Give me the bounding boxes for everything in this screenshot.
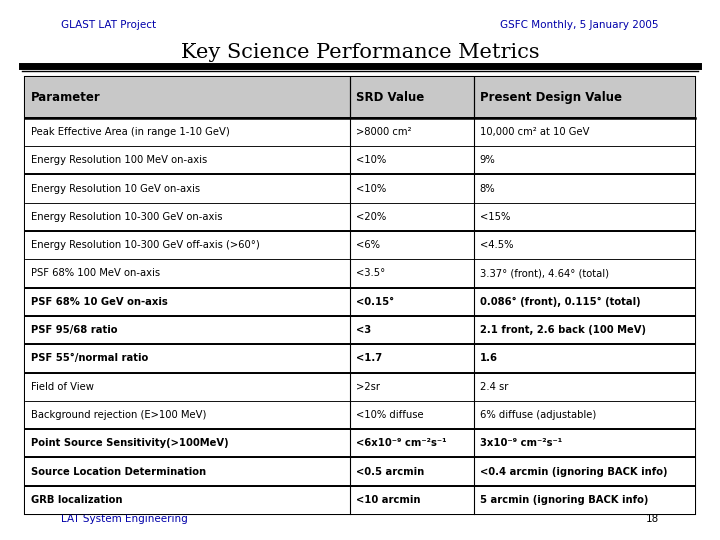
Text: GLAST LAT Project: GLAST LAT Project <box>61 20 156 30</box>
Text: 18: 18 <box>646 514 659 524</box>
Bar <box>350 77 474 118</box>
Bar <box>25 486 695 514</box>
Text: 0.086° (front), 0.115° (total): 0.086° (front), 0.115° (total) <box>480 296 640 307</box>
Bar <box>25 316 695 344</box>
Text: 6% diffuse (adjustable): 6% diffuse (adjustable) <box>480 410 596 420</box>
Text: Field of View: Field of View <box>31 382 94 392</box>
Text: <3: <3 <box>356 325 371 335</box>
Text: 3.37° (front), 4.64° (total): 3.37° (front), 4.64° (total) <box>480 268 608 279</box>
Bar <box>25 288 695 316</box>
Text: 8%: 8% <box>480 184 495 193</box>
Text: <20%: <20% <box>356 212 386 222</box>
Text: <6%: <6% <box>356 240 379 250</box>
Text: <10% diffuse: <10% diffuse <box>356 410 423 420</box>
Text: PSF 68% 100 MeV on-axis: PSF 68% 100 MeV on-axis <box>31 268 160 279</box>
Bar <box>25 457 695 486</box>
Text: Parameter: Parameter <box>31 91 101 104</box>
Text: 2.1 front, 2.6 back (100 MeV): 2.1 front, 2.6 back (100 MeV) <box>480 325 646 335</box>
Bar <box>25 231 695 259</box>
Text: <10%: <10% <box>356 155 386 165</box>
Text: <3.5°: <3.5° <box>356 268 385 279</box>
Bar <box>25 77 350 118</box>
Bar <box>25 259 695 288</box>
Bar <box>474 77 695 118</box>
Text: 2.4 sr: 2.4 sr <box>480 382 508 392</box>
Text: <6x10⁻⁹ cm⁻²s⁻¹: <6x10⁻⁹ cm⁻²s⁻¹ <box>356 438 446 448</box>
Text: <10%: <10% <box>356 184 386 193</box>
Text: Energy Resolution 10-300 GeV on-axis: Energy Resolution 10-300 GeV on-axis <box>31 212 222 222</box>
Text: PSF 95/68 ratio: PSF 95/68 ratio <box>31 325 117 335</box>
Text: 9%: 9% <box>480 155 495 165</box>
Text: Key Science Performance Metrics: Key Science Performance Metrics <box>181 43 539 62</box>
Text: 10,000 cm² at 10 GeV: 10,000 cm² at 10 GeV <box>480 127 589 137</box>
Text: 3x10⁻⁹ cm⁻²s⁻¹: 3x10⁻⁹ cm⁻²s⁻¹ <box>480 438 562 448</box>
Text: Point Source Sensitivity(>100MeV): Point Source Sensitivity(>100MeV) <box>31 438 228 448</box>
Bar <box>25 429 695 457</box>
Text: <0.15°: <0.15° <box>356 297 394 307</box>
Bar <box>25 77 695 514</box>
Text: >8000 cm²: >8000 cm² <box>356 127 411 137</box>
Text: <10 arcmin: <10 arcmin <box>356 495 420 505</box>
Text: <4.5%: <4.5% <box>480 240 513 250</box>
Text: 1.6: 1.6 <box>480 353 498 363</box>
Bar <box>25 202 695 231</box>
Text: PSF 55°/normal ratio: PSF 55°/normal ratio <box>31 353 148 363</box>
Bar <box>25 344 695 373</box>
Text: Source Location Determination: Source Location Determination <box>31 467 206 477</box>
Text: GSFC Monthly, 5 January 2005: GSFC Monthly, 5 January 2005 <box>500 20 659 30</box>
Text: LAT System Engineering: LAT System Engineering <box>61 514 188 524</box>
Bar <box>25 373 695 401</box>
Text: Present Design Value: Present Design Value <box>480 91 621 104</box>
Bar <box>25 174 695 202</box>
Text: <0.4 arcmin (ignoring BACK info): <0.4 arcmin (ignoring BACK info) <box>480 467 667 477</box>
Text: Background rejection (E>100 MeV): Background rejection (E>100 MeV) <box>31 410 207 420</box>
Text: <1.7: <1.7 <box>356 353 382 363</box>
Text: SRD Value: SRD Value <box>356 91 424 104</box>
Bar <box>25 118 695 146</box>
Text: 5 arcmin (ignoring BACK info): 5 arcmin (ignoring BACK info) <box>480 495 648 505</box>
Text: Peak Effective Area (in range 1-10 GeV): Peak Effective Area (in range 1-10 GeV) <box>31 127 230 137</box>
Bar <box>25 401 695 429</box>
Text: Energy Resolution 100 MeV on-axis: Energy Resolution 100 MeV on-axis <box>31 155 207 165</box>
Text: PSF 68% 10 GeV on-axis: PSF 68% 10 GeV on-axis <box>31 297 168 307</box>
Text: >2sr: >2sr <box>356 382 379 392</box>
Bar <box>25 146 695 174</box>
Text: GRB localization: GRB localization <box>31 495 122 505</box>
Text: <0.5 arcmin: <0.5 arcmin <box>356 467 424 477</box>
Text: Energy Resolution 10-300 GeV off-axis (>60°): Energy Resolution 10-300 GeV off-axis (>… <box>31 240 260 250</box>
Text: <15%: <15% <box>480 212 510 222</box>
Text: Energy Resolution 10 GeV on-axis: Energy Resolution 10 GeV on-axis <box>31 184 200 193</box>
